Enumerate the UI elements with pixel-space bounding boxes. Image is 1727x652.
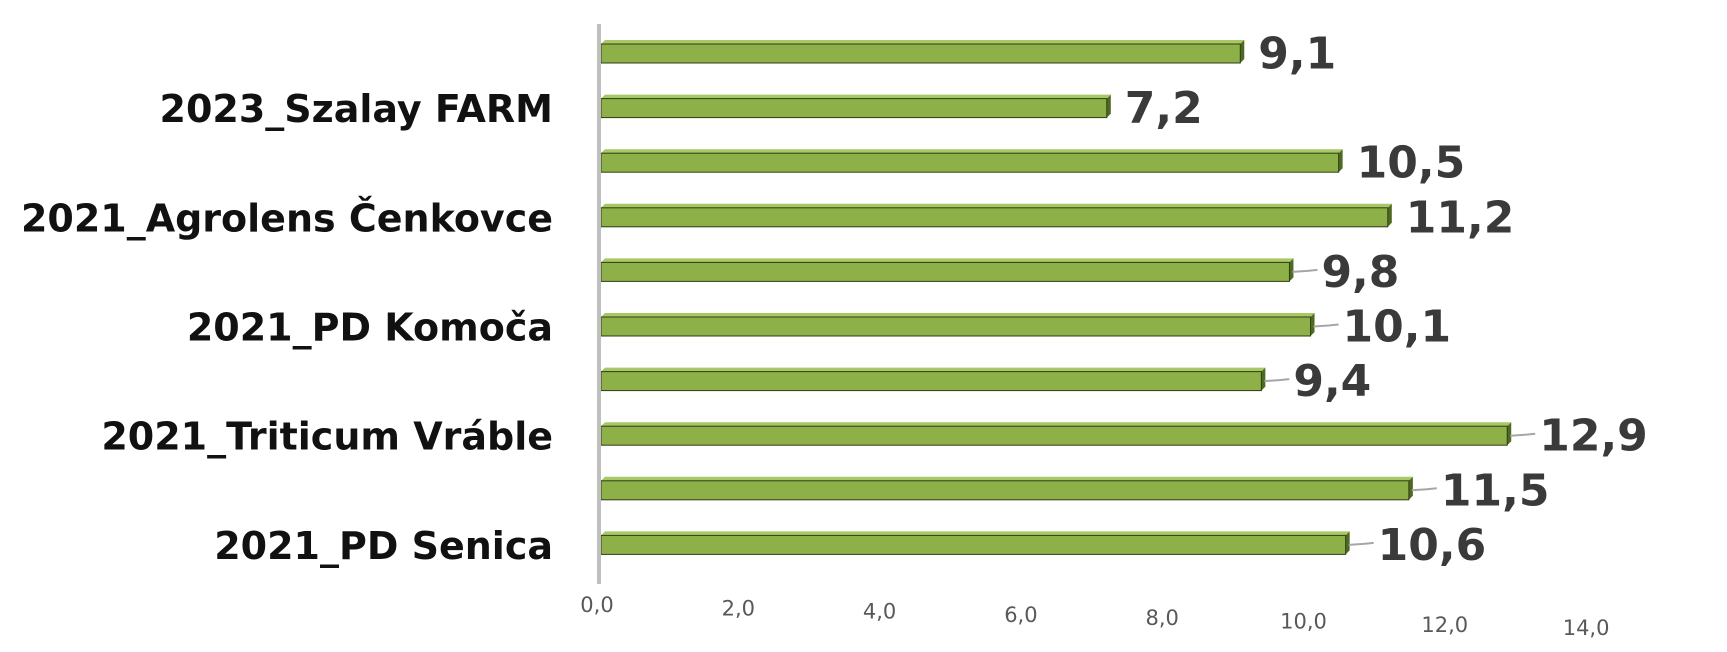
bar-front-face xyxy=(600,371,1262,392)
value-labels-layer: 9,1 7,2 10,511,29,810,19,4 12,911,510,6 xyxy=(1125,29,1648,571)
category-labels-layer: 2023_Szalay FARM 2021_Agrolens Čenkovce 20… xyxy=(21,87,553,568)
bar-4 xyxy=(600,258,1294,282)
bar-side-face xyxy=(1310,313,1315,336)
category-label: 2021_Agrolens Čenkovce xyxy=(21,196,553,240)
x-tick-label: 8,0 xyxy=(1145,606,1178,630)
category-label: 2021_PD Komoča xyxy=(187,306,553,350)
value-leader-line xyxy=(1264,378,1290,383)
x-tick-label: 4,0 xyxy=(863,600,896,624)
bar-3 xyxy=(600,203,1392,228)
value-leader-line xyxy=(1292,268,1318,273)
bar-side-face xyxy=(1338,149,1343,173)
bar-top-face xyxy=(601,94,1111,99)
bar-front-face xyxy=(600,316,1312,337)
value-label: 11,2 xyxy=(1406,192,1515,243)
bar-front-face xyxy=(600,152,1340,173)
x-tick-label: 14,0 xyxy=(1563,616,1610,640)
value-label: 9,8 xyxy=(1321,247,1399,298)
bar-top-face xyxy=(601,313,1315,317)
x-tick-label: 6,0 xyxy=(1004,603,1037,627)
category-label: 2021_Triticum Vráble xyxy=(101,415,553,459)
bar-9 xyxy=(600,531,1350,555)
bar-side-face xyxy=(1261,367,1266,391)
value-leader-line xyxy=(1313,323,1339,328)
bar-front-face xyxy=(600,480,1410,501)
x-tick-label: 12,0 xyxy=(1421,613,1468,637)
bar-6 xyxy=(600,367,1266,392)
value-label: 9,4 xyxy=(1293,356,1371,407)
bar-front-face xyxy=(600,98,1108,119)
x-tick-label: 0,0 xyxy=(580,593,613,617)
bar-top-face xyxy=(601,531,1350,536)
value-label: 10,6 xyxy=(1378,520,1487,571)
bar-side-face xyxy=(1387,203,1392,227)
value-leader-line xyxy=(1510,432,1536,437)
value-label: 10,1 xyxy=(1343,302,1452,353)
bar-side-face xyxy=(1289,258,1294,282)
value-label: 7,2 xyxy=(1125,83,1203,134)
bar-0 xyxy=(600,40,1245,64)
bars-layer xyxy=(600,40,1512,555)
bar-side-face xyxy=(1106,94,1111,118)
leaders-layer xyxy=(1264,268,1536,546)
category-label: 2023_Szalay FARM xyxy=(160,87,553,131)
bar-top-face xyxy=(601,258,1294,263)
bar-top-face xyxy=(601,422,1512,427)
value-label: 12,9 xyxy=(1539,411,1648,462)
x-tick-label: 2,0 xyxy=(722,596,755,620)
bar-side-face xyxy=(1408,476,1413,500)
bar-2 xyxy=(600,149,1343,173)
value-label: 10,5 xyxy=(1357,138,1466,189)
bar-front-face xyxy=(600,534,1347,555)
bar-top-face xyxy=(601,203,1392,208)
bar-1 xyxy=(600,94,1111,119)
bar-8 xyxy=(600,476,1413,501)
bar-side-face xyxy=(1345,531,1350,555)
bar-top-face xyxy=(601,367,1266,372)
bar-5 xyxy=(600,313,1315,337)
x-tick-label: 10,0 xyxy=(1280,610,1327,634)
bar-7 xyxy=(600,422,1512,446)
bar-front-face xyxy=(600,207,1389,228)
bar-top-face xyxy=(601,476,1413,481)
category-label: 2021_PD Senica xyxy=(214,524,553,568)
value-label: 11,5 xyxy=(1441,465,1550,516)
bar-side-face xyxy=(1507,422,1512,446)
value-label: 9,1 xyxy=(1258,29,1336,80)
bar-front-face xyxy=(600,261,1290,282)
value-leader-line xyxy=(1348,541,1374,546)
value-leader-line xyxy=(1411,487,1437,492)
tick-labels-layer: 0,0 2,0 4,0 6,0 8,0 10,0 12,0 14,0 xyxy=(580,593,1609,640)
bar-top-face xyxy=(601,149,1343,154)
bar-side-face xyxy=(1240,40,1245,63)
bar-front-face xyxy=(600,43,1241,64)
bar-top-face xyxy=(601,40,1245,44)
bar-front-face xyxy=(600,425,1508,446)
